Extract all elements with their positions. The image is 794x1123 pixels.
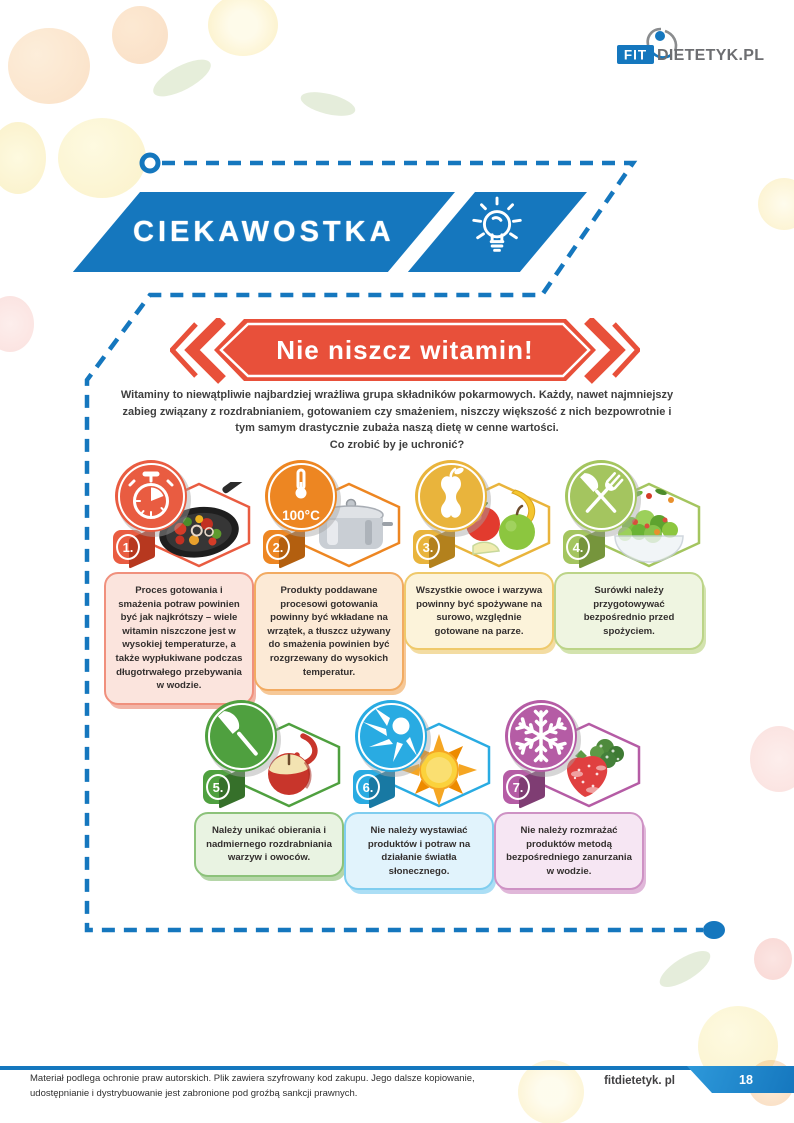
copyright-text: Materiał podlega ochronie praw autorskic… [30,1073,475,1099]
tip-card-3: 3. Wszystkie owoce i warzywa powinny być… [403,460,555,705]
apple-core-icon [415,460,487,532]
tip-number-badge: 6. [353,770,383,804]
chevron-left-icon [170,322,198,378]
ciekawostka-banner: CIEKAWOSTKA [72,192,455,272]
vegetable-stir-fry-photo [147,482,251,568]
tip-card-7: 7. Nie należy rozmrażać produktów metodą… [493,700,645,945]
banner-label: CIEKAWOSTKA [133,215,395,248]
tip-text: Wszystkie owoce i warzywa powinny być sp… [404,572,554,651]
logo-fit-text: FIT [624,48,647,63]
tip-number-badge: 7. [503,770,533,804]
tip-card-6: 6. Nie należy wystawiać produktów i potr… [343,700,495,945]
tip-card-2: 100°C 2. Produkty poddawane procesowi go… [253,460,405,705]
ribbon-shape [170,318,640,384]
tip-number-badge: 4. [563,530,593,564]
logo-fit-box [617,45,654,64]
chevron-left-icon [184,318,226,384]
tip-text: Produkty poddawane procesowi gotowania p… [254,572,404,692]
ribbon-inner-outline [219,322,591,378]
tip-number-badge: 1. [113,530,143,564]
tip-number: 5. [206,774,230,800]
tip-number-badge: 3. [413,530,443,564]
stopwatch-icon [115,460,187,532]
tip-card-4: 4. Surówki należy przygotowywać bezpośre… [553,460,705,705]
tip-number: 1. [116,534,140,560]
dash-end-dot [703,921,725,939]
sun-rays-icon [355,700,427,772]
tip-number: 7. [506,774,530,800]
tip-text: Nie należy rozmrażać produktów metodą be… [494,812,644,891]
tip-text: Proces gotowania i smażenia potraw powin… [104,572,254,705]
thermometer-icon: 100°C [265,460,337,532]
tip-text: Surówki należy przygotowywać bezpośredni… [554,572,704,651]
chevron-right-icon [584,318,626,384]
logo-rest-text: DIETETYK.PL [657,47,764,64]
banner-bulb-piece [407,192,587,272]
intro-text: Witaminy to niewątpliwie najbardziej wra… [120,389,674,434]
intro-paragraph: Witaminy to niewątpliwie najbardziej wra… [117,387,677,453]
dash-start-ring [139,152,161,174]
tip-number: 3. [416,534,440,560]
page-number: 18 [739,1072,753,1087]
tip-card-5: 5. Należy unikać obierania i nadmiernego… [193,700,345,945]
peeled-apple-photo [237,722,341,808]
title-ribbon: Nie niszcz witamin! [170,318,640,386]
logo-person-head [655,31,665,41]
intro-question: Co zrobić by je uchronić? [329,438,465,451]
tip-text: Nie należy wystawiać produktów i potraw … [344,812,494,891]
temperature-label: 100°C [282,508,320,523]
cutlery-icon [565,460,637,532]
tip-number: 2. [266,534,290,560]
salad-bowl-photo [597,482,701,568]
tip-card-1: 1. Proces gotowania i smażenia potraw po… [103,460,255,705]
fitdietetyk-logo: FIT DIETETYK.PL [617,27,764,64]
tip-number-badge: 2. [263,530,293,564]
tip-number: 4. [566,534,590,560]
page-title: Nie niszcz witamin! [276,334,534,365]
ribbon-body [214,319,596,381]
knife-icon [205,700,277,772]
lightbulb-icon [466,195,528,270]
tip-text: Należy unikać obierania i nadmiernego ro… [194,812,344,877]
snowflake-icon [505,700,577,772]
logo-swoosh [664,29,678,52]
tip-number: 6. [356,774,380,800]
footer-site-label: fitdietetyk. pl [604,1075,675,1087]
tip-number-badge: 5. [203,770,233,804]
footer-divider [0,1066,794,1070]
chevron-right-icon [612,322,640,378]
